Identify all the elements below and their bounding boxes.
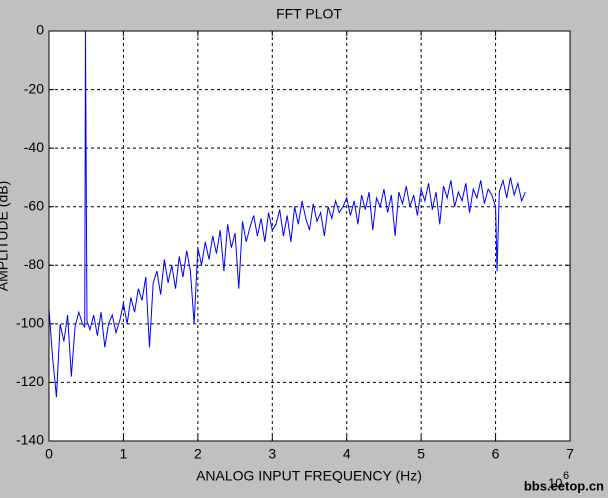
y-tick-label: -40 xyxy=(24,139,44,155)
x-axis-label: ANALOG INPUT FREQUENCY (Hz) xyxy=(196,468,422,484)
x-tick-label: 2 xyxy=(194,446,202,462)
y-tick-label: -80 xyxy=(24,256,44,272)
series-line xyxy=(48,30,526,398)
y-tick-label: -120 xyxy=(16,373,44,389)
lines xyxy=(48,30,526,398)
x-tick-label: 4 xyxy=(343,446,351,462)
y-tick-label: -100 xyxy=(16,315,44,331)
y-tick-label: -140 xyxy=(16,432,44,448)
x-scale-base: 10 xyxy=(548,475,562,490)
x-scale-exponent: 6 xyxy=(563,470,569,482)
x-tick-label: 1 xyxy=(120,446,128,462)
x-tick-label: 6 xyxy=(492,446,500,462)
x-tick-label: 7 xyxy=(566,446,574,462)
y-tick-label: 0 xyxy=(36,22,44,38)
x-tick-label: 3 xyxy=(268,446,276,462)
watermark: bbs.eetop.cn xyxy=(524,478,604,493)
x-tick-label: 0 xyxy=(45,446,53,462)
axes-box xyxy=(48,30,571,442)
plot-area xyxy=(49,31,570,441)
y-tick-label: -60 xyxy=(24,197,44,213)
chart-title: FFT PLOT xyxy=(276,6,342,22)
y-axis-label: AMPLITUDE (dB) xyxy=(0,181,11,291)
y-tick-label: -20 xyxy=(24,80,44,96)
x-tick-label: 5 xyxy=(417,446,425,462)
